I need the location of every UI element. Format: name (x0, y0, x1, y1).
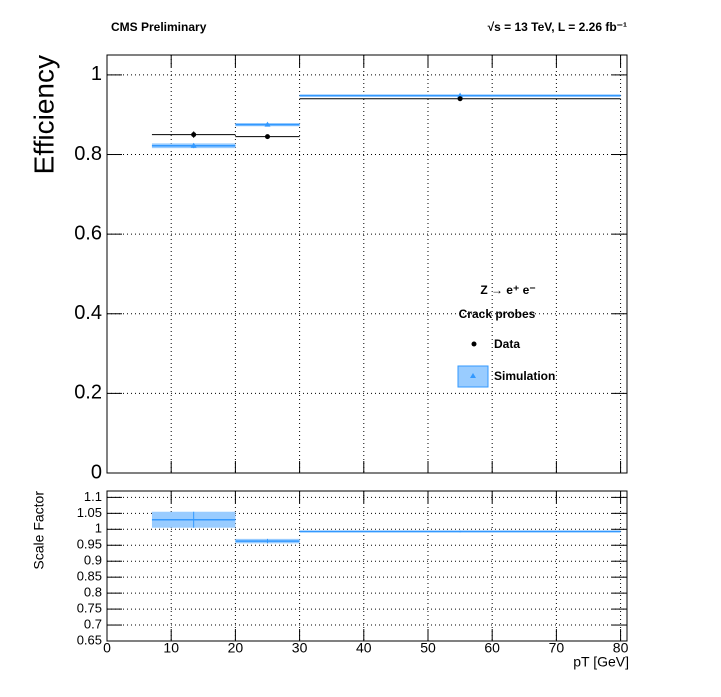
y-tick-label: 0.4 (74, 302, 102, 324)
x-tick-label: 80 (613, 640, 629, 656)
y-tick-label: 1.05 (77, 505, 102, 520)
y-tick-label: 1 (91, 63, 102, 85)
y-tick-label: 0 (91, 461, 102, 483)
legend-label: Simulation (494, 369, 555, 383)
y-tick-label: 0.75 (77, 601, 102, 616)
y-tick-label: 0.95 (77, 537, 102, 552)
sim-marker (190, 142, 197, 148)
y-tick-label: 0.8 (84, 585, 102, 600)
x-axis-label: pT [GeV] (573, 654, 629, 670)
y-tick-label: 0.7 (84, 616, 102, 631)
x-tick-label: 70 (549, 640, 565, 656)
plot-frame (106, 54, 628, 474)
x-tick-label: 10 (163, 640, 179, 656)
y-tick-label: 0.65 (77, 632, 102, 647)
y-tick-label: 0.85 (77, 569, 102, 584)
x-tick-label: 30 (292, 640, 308, 656)
legend-subtitle: Crack probes (459, 307, 536, 321)
data-point (191, 132, 197, 138)
y-axis-label: Scale Factor (31, 491, 47, 570)
y-tick-label: 0.8 (74, 143, 102, 165)
sim-marker (457, 92, 464, 98)
x-tick-label: 40 (356, 640, 372, 656)
x-tick-label: 0 (103, 640, 111, 656)
plot-frame (106, 490, 628, 642)
legend-title: Z → e⁺ e⁻ (480, 283, 535, 297)
sim-marker (264, 121, 271, 127)
y-tick-label: 0.9 (84, 553, 102, 568)
x-tick-label: 20 (228, 640, 244, 656)
x-tick-label: 50 (420, 640, 436, 656)
y-tick-label: 0.6 (74, 222, 102, 244)
y-tick-label: 0.2 (74, 382, 102, 404)
y-tick-label: 1.1 (84, 489, 102, 504)
legend-label: Data (494, 337, 520, 351)
y-tick-label: 1 (95, 521, 102, 536)
data-point (457, 96, 463, 102)
data-point (264, 134, 270, 140)
legend-marker (470, 373, 476, 378)
header-right: √s = 13 TeV, L = 2.26 fb⁻¹ (488, 20, 627, 34)
legend-marker (471, 341, 477, 347)
header-left: CMS Preliminary (111, 20, 207, 34)
x-tick-label: 60 (484, 640, 500, 656)
y-axis-label: Efficiency (28, 55, 59, 174)
